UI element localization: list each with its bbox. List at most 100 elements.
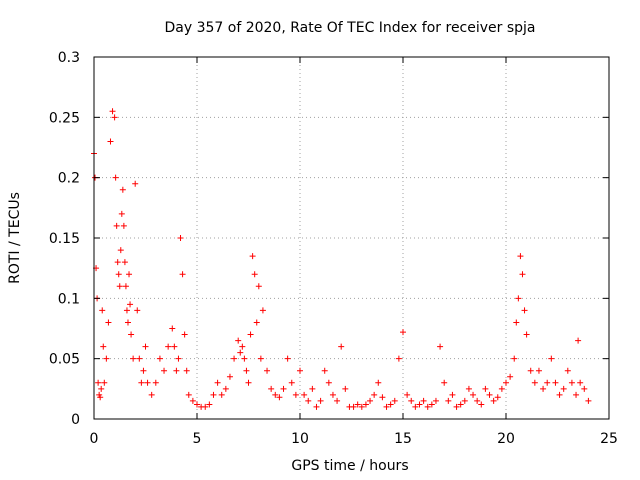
- data-point: [461, 397, 468, 404]
- y-tick-label: 0.2: [58, 171, 80, 187]
- data-point: [400, 329, 406, 336]
- x-tick-label: 25: [600, 431, 618, 447]
- data-point: [259, 307, 266, 314]
- data-point: [189, 397, 196, 404]
- data-point: [98, 385, 105, 392]
- data-point: [136, 355, 143, 362]
- x-tick-labels: 0 5 10 15 20 25: [90, 431, 618, 447]
- data-point: [100, 343, 107, 350]
- data-point: [288, 379, 295, 386]
- y-tick-label: 0.15: [49, 231, 80, 247]
- data-point: [581, 385, 588, 392]
- data-point: [95, 379, 102, 386]
- data-point: [416, 401, 423, 408]
- data-point: [132, 180, 139, 187]
- data-point: [540, 385, 547, 392]
- data-point: [379, 394, 386, 401]
- data-point: [568, 379, 575, 386]
- data-point: [449, 391, 456, 398]
- data-point: [126, 271, 133, 278]
- data-point: [457, 401, 464, 408]
- data-point: [122, 283, 129, 290]
- data-point: [490, 397, 497, 404]
- data-point: [222, 385, 229, 392]
- data-point: [371, 391, 378, 398]
- data-point: [148, 391, 155, 398]
- data-point: [383, 403, 390, 410]
- data-point: [237, 349, 244, 356]
- data-point: [342, 385, 349, 392]
- data-point: [134, 307, 141, 314]
- x-tick-label: 0: [90, 431, 99, 447]
- data-point: [564, 367, 571, 374]
- data-point: [470, 391, 477, 398]
- data-point: [445, 397, 452, 404]
- data-point: [441, 379, 448, 386]
- data-point: [577, 379, 584, 386]
- data-point: [235, 337, 242, 344]
- data-point: [123, 307, 130, 314]
- data-point: [144, 379, 151, 386]
- data-point: [105, 319, 112, 326]
- data-point: [507, 373, 514, 380]
- data-point: [305, 397, 312, 404]
- axis-ticks: [93, 56, 610, 420]
- data-point: [531, 379, 538, 386]
- y-tick-label: 0: [71, 412, 80, 428]
- data-point: [334, 397, 341, 404]
- data-point: [408, 397, 415, 404]
- data-point: [535, 367, 542, 374]
- y-tick-label: 0.05: [49, 352, 80, 368]
- data-point: [119, 186, 126, 193]
- data-point: [120, 222, 127, 229]
- data-point: [297, 367, 303, 374]
- data-point: [114, 259, 121, 266]
- data-point: [358, 403, 365, 410]
- data-point: [280, 385, 287, 392]
- data-point: [482, 385, 489, 392]
- data-point: [112, 174, 119, 181]
- data-point: [511, 355, 518, 362]
- data-point: [478, 401, 485, 408]
- data-point: [404, 391, 411, 398]
- data-point: [575, 337, 582, 344]
- data-point: [109, 108, 116, 115]
- data-point: [97, 394, 104, 401]
- data-point: [255, 283, 262, 290]
- data-point: [432, 397, 439, 404]
- data-point: [517, 253, 524, 260]
- data-point: [424, 403, 431, 410]
- data-point: [161, 367, 168, 374]
- data-point: [264, 367, 271, 374]
- data-point: [128, 331, 135, 338]
- data-point: [437, 343, 444, 350]
- data-point: [498, 385, 505, 392]
- data-point: [367, 397, 374, 404]
- data-point: [214, 379, 221, 386]
- data-point: [354, 401, 361, 408]
- data-point: [251, 271, 258, 278]
- data-point: [317, 397, 324, 404]
- data-point: [142, 343, 149, 350]
- data-point: [548, 355, 555, 362]
- data-point: [239, 343, 246, 350]
- data-point: [552, 379, 559, 386]
- data-point: [521, 307, 528, 314]
- data-point: [338, 343, 345, 350]
- data-point: [391, 397, 398, 404]
- data-point: [309, 385, 316, 392]
- data-point: [350, 403, 357, 410]
- chart-title: Day 357 of 2020, Rate Of TEC Index for r…: [164, 20, 535, 36]
- data-point: [284, 355, 291, 362]
- data-point: [185, 391, 192, 398]
- data-point: [171, 343, 178, 350]
- data-point: [301, 391, 308, 398]
- data-point: [124, 319, 131, 326]
- data-point: [173, 367, 180, 374]
- data-point: [103, 355, 110, 362]
- data-point: [140, 367, 147, 374]
- data-point: [169, 325, 176, 332]
- data-point: [118, 210, 125, 217]
- data-point: [560, 385, 567, 392]
- plot-frame: [93, 56, 610, 420]
